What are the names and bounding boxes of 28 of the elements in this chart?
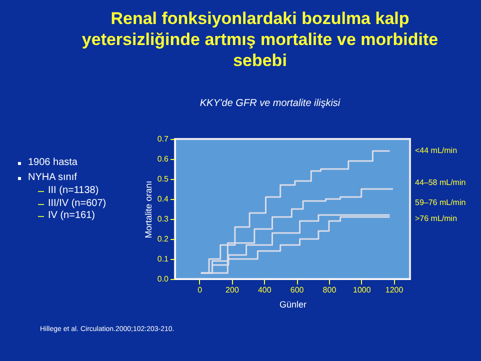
x-tick-label: 200 bbox=[226, 286, 240, 294]
text: <44 mL/min bbox=[415, 146, 458, 155]
y-tick-label: 0.2 bbox=[157, 234, 170, 244]
text: IV (n=161) bbox=[48, 210, 95, 221]
y-tick-label: 0.0 bbox=[157, 274, 170, 284]
x-tick-label: 1000 bbox=[352, 286, 372, 294]
text: >76 mL/min bbox=[415, 214, 458, 223]
text: 1906 hasta bbox=[28, 157, 78, 168]
text: 59–76 mL/min bbox=[415, 198, 466, 207]
text: NYHA sınıf bbox=[28, 172, 77, 183]
x-axis-title: Günler bbox=[279, 300, 307, 310]
x-tick-label: 600 bbox=[290, 286, 304, 294]
y-tick-label: 0.4 bbox=[157, 194, 170, 204]
y-tick-label: 0.5 bbox=[157, 174, 170, 184]
text: III (n=1138) bbox=[48, 185, 99, 196]
y-axis-title: Mortalite oranı bbox=[143, 180, 154, 238]
x-tick-label: 1200 bbox=[385, 286, 404, 294]
y-tick-label: 0.3 bbox=[157, 214, 170, 224]
text: III/IV (n=607) bbox=[48, 198, 106, 208]
text: 44–58 mL/min bbox=[415, 178, 466, 187]
chart-title: Renal fonksiyonlardaki bozulma kalp yetersizliğinde artmış mortalite ve morbidite sebebi bbox=[80, 8, 440, 71]
y-tick-label: 0.1 bbox=[157, 254, 170, 264]
y-tick-label: 0.7 bbox=[157, 134, 170, 144]
x-tick-label: 800 bbox=[322, 286, 337, 294]
x-tick-label: 400 bbox=[258, 286, 272, 294]
y-tick-label: 0.6 bbox=[157, 154, 170, 164]
chart-subtitle: KKY'de GFR ve mortalite ilişkisi bbox=[198, 98, 342, 109]
x-tick-label: 0 bbox=[198, 286, 203, 294]
